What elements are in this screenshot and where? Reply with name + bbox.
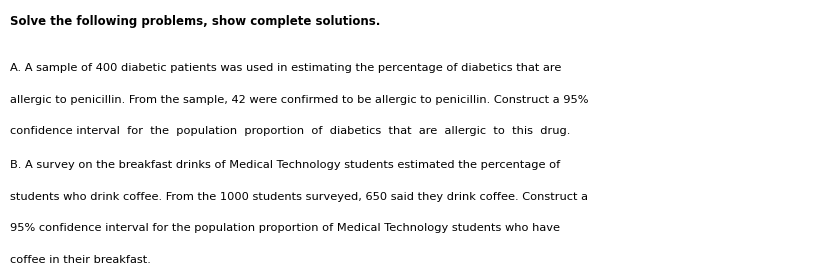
Text: students who drink coffee. From the 1000 students surveyed, 650 said they drink : students who drink coffee. From the 1000… xyxy=(10,192,588,202)
Text: allergic to penicillin. From the sample, 42 were confirmed to be allergic to pen: allergic to penicillin. From the sample,… xyxy=(10,95,588,104)
Text: coffee in their breakfast.: coffee in their breakfast. xyxy=(10,255,151,265)
Text: 95% confidence interval for the population proportion of Medical Technology stud: 95% confidence interval for the populati… xyxy=(10,223,560,233)
Text: A. A sample of 400 diabetic patients was used in estimating the percentage of di: A. A sample of 400 diabetic patients was… xyxy=(10,63,562,73)
Text: Solve the following problems, show complete solutions.: Solve the following problems, show compl… xyxy=(10,15,380,28)
Text: confidence interval  for  the  population  proportion  of  diabetics  that  are : confidence interval for the population p… xyxy=(10,126,570,136)
Text: B. A survey on the breakfast drinks of Medical Technology students estimated the: B. A survey on the breakfast drinks of M… xyxy=(10,160,560,170)
